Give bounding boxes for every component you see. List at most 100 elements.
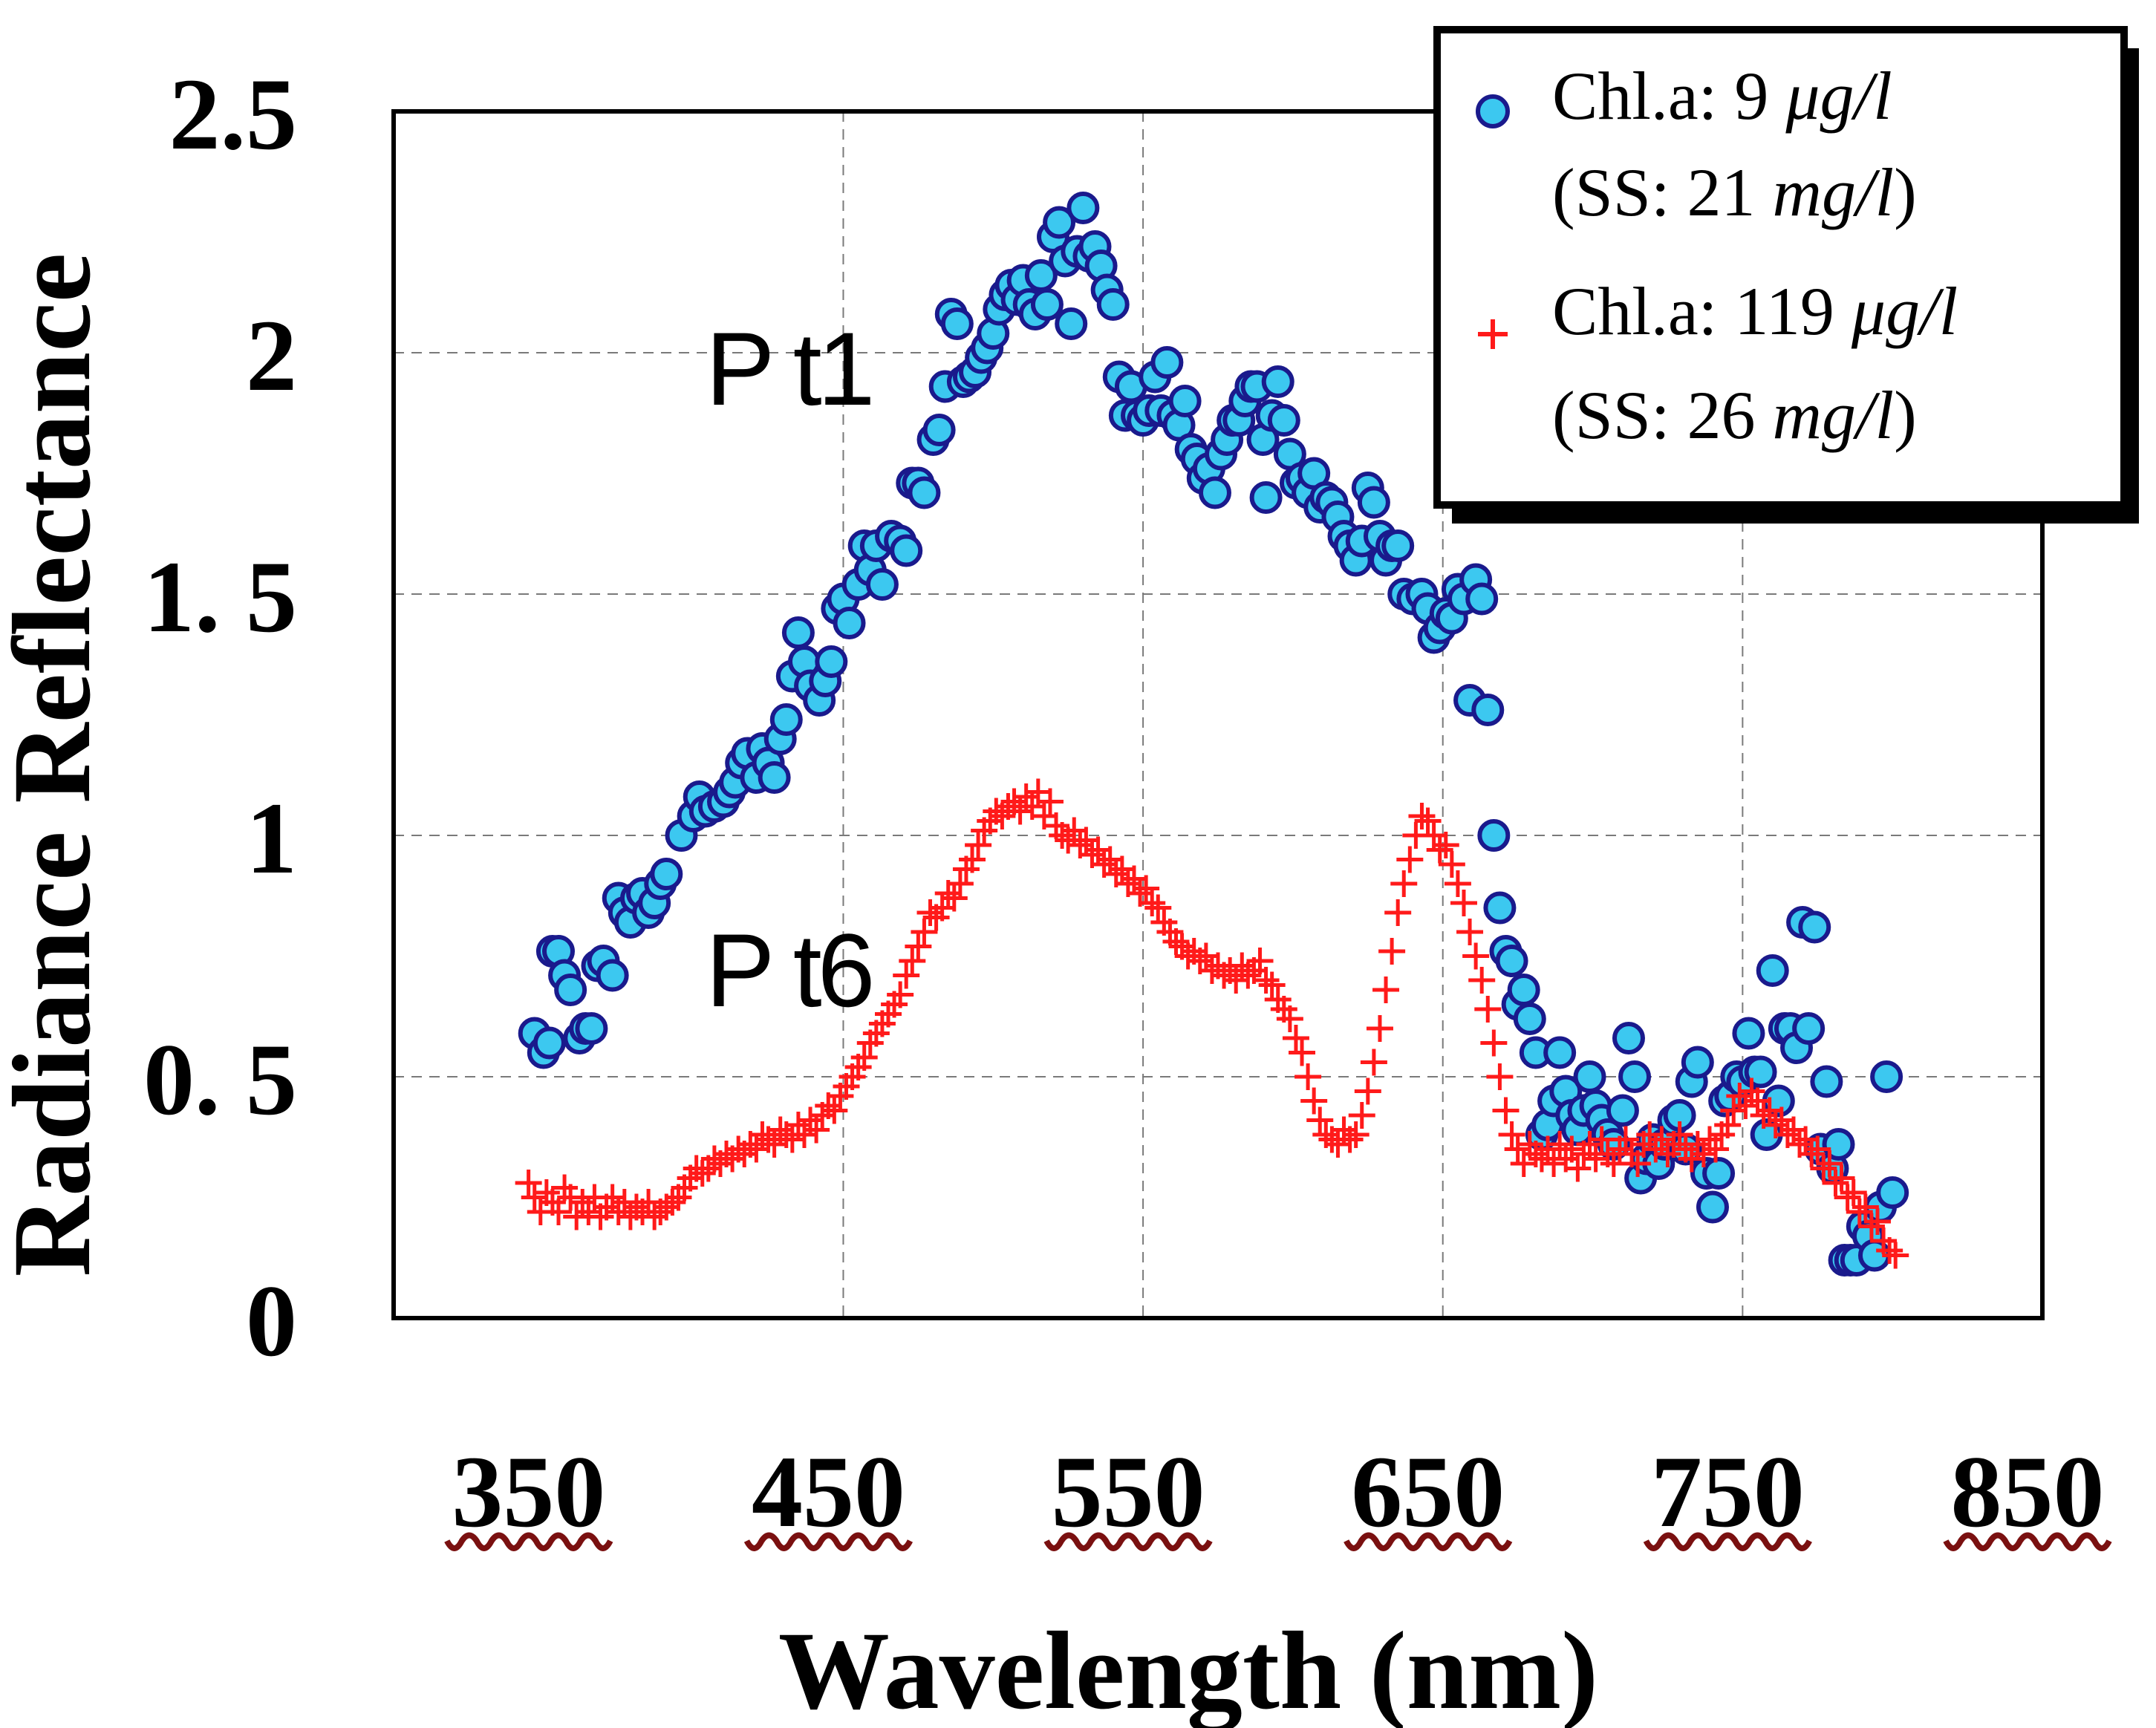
data-point (905, 933, 932, 960)
data-point (1876, 1176, 1909, 1209)
data-point (1133, 875, 1160, 902)
y-tick-label: 2.5 (169, 57, 298, 171)
data-point (596, 959, 629, 992)
legend-box (1433, 26, 2128, 509)
x-tick-underline (1643, 1532, 1812, 1551)
data-point (557, 1184, 584, 1211)
data-point (1606, 1094, 1639, 1127)
legend-entry-1-close: ) (1894, 154, 1917, 230)
data-point (1666, 1121, 1693, 1148)
x-tick-underline (1344, 1532, 1513, 1551)
data-series (515, 192, 1909, 1277)
data-point (940, 307, 974, 340)
y-tick-label: 1 (246, 781, 297, 895)
data-point (1714, 1112, 1742, 1138)
data-point (563, 1203, 590, 1230)
data-point (1504, 1135, 1531, 1163)
data-point (1696, 1190, 1729, 1224)
data-point (1498, 1121, 1525, 1148)
data-point (1798, 910, 1831, 944)
data-point (1144, 894, 1172, 922)
data-point (1720, 1097, 1748, 1124)
x-tick-underline (444, 1532, 613, 1551)
data-point (1462, 942, 1490, 970)
data-point (1252, 967, 1280, 994)
data-point (1564, 1155, 1592, 1182)
data-point (1648, 1126, 1675, 1153)
x-tick-label: 550 (1052, 1435, 1205, 1548)
data-point (1882, 1242, 1909, 1269)
y-tick-label: 0 (246, 1264, 297, 1377)
data-point (659, 1189, 686, 1216)
data-point (1300, 1087, 1328, 1115)
data-point (850, 1044, 878, 1071)
data-point (1618, 1060, 1652, 1093)
y-axis-title: Radiance Reflectance (0, 253, 114, 1277)
x-tick-label: 650 (1351, 1435, 1505, 1548)
data-point (1636, 1121, 1664, 1148)
data-point (1471, 694, 1505, 726)
data-point (965, 832, 992, 858)
x-tick-label: 850 (1951, 1435, 2105, 1548)
data-point (1540, 1150, 1568, 1177)
data-point (599, 1184, 626, 1211)
data-point (1096, 288, 1130, 321)
data-point (940, 884, 968, 912)
data-point (1468, 967, 1496, 994)
y-tick-label: 0. 5 (143, 1023, 297, 1136)
data-point (1426, 836, 1453, 864)
data-point (1390, 870, 1418, 897)
x-tick-underline (1943, 1532, 2112, 1551)
data-point (1357, 486, 1390, 519)
data-point (1507, 974, 1540, 1006)
data-point (1354, 1077, 1381, 1105)
data-point (887, 981, 914, 1008)
data-point (1043, 206, 1076, 239)
data-point (1246, 948, 1274, 974)
y-tick-label: 1. 5 (143, 540, 297, 653)
data-point (1546, 1131, 1574, 1158)
annotation-pt6: P t6 (706, 912, 871, 1028)
data-point (1834, 1184, 1861, 1211)
data-point (1573, 1060, 1606, 1093)
data-point (1588, 1126, 1615, 1153)
data-point (1198, 476, 1231, 509)
data-point (1681, 1046, 1714, 1079)
data-point (1414, 807, 1442, 835)
plot-frame (391, 109, 2045, 1320)
legend-entry-1-line1: Chl.a: 9 μg/l (1552, 58, 1892, 134)
data-point (1366, 1015, 1393, 1042)
annotation-pt1: P t1 (706, 310, 871, 427)
data-point (1267, 404, 1300, 437)
data-point (1852, 1193, 1879, 1221)
x-tick-label: 350 (452, 1435, 605, 1548)
data-point (1276, 1005, 1303, 1032)
data-point (1483, 891, 1517, 925)
data-point (1702, 1135, 1730, 1163)
tick-labels: 0 0. 5 1 1. 5 2 2.5 350 450 550 650 750 850 (143, 57, 2112, 1551)
data-point (1066, 192, 1100, 224)
legend-entry-2-ss-unit: mg/l (1773, 377, 1895, 453)
data-point (1744, 1055, 1777, 1089)
data-point (1456, 919, 1484, 945)
data-point (758, 761, 791, 794)
data-point (1336, 1126, 1364, 1153)
data-point (1477, 819, 1511, 852)
data-point (1258, 971, 1286, 999)
data-point (1036, 788, 1064, 815)
data-point (781, 616, 815, 649)
data-point (890, 534, 923, 567)
data-point (1438, 851, 1465, 878)
data-point (899, 948, 926, 974)
data-point (1870, 1060, 1903, 1093)
data-point (1168, 385, 1202, 417)
data-point (1828, 1164, 1855, 1192)
data-point (1690, 1141, 1717, 1167)
legend-entry-1-line2: (SS: 21 mg/l) (1552, 154, 1917, 230)
data-point (1558, 1135, 1586, 1163)
data-point (1600, 1150, 1627, 1177)
data-point (1396, 846, 1424, 873)
data-point (1408, 803, 1436, 829)
data-point (1006, 798, 1034, 825)
